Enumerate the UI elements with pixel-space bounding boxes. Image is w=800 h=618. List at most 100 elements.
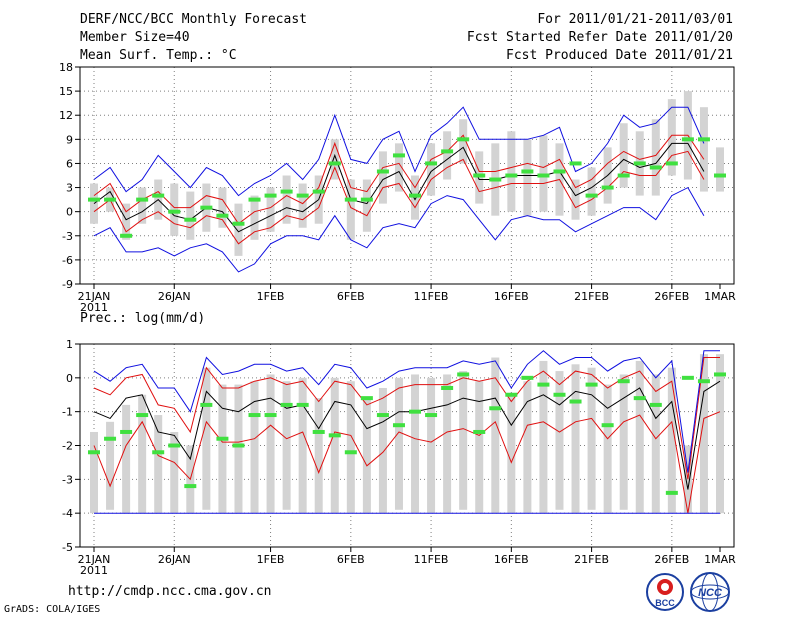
prec-series-upper-outer — [93, 350, 720, 473]
temp-box — [90, 183, 98, 224]
prec-box — [298, 377, 307, 514]
temp-box — [346, 179, 355, 240]
prec-observed-marker — [344, 450, 357, 455]
temp-observed-marker — [376, 169, 389, 174]
prec-observed-marker — [312, 429, 325, 434]
prec-series-upper-inner — [93, 357, 720, 480]
prec-xtick-label: 21FEB — [574, 553, 609, 566]
prec-observed-marker — [489, 406, 502, 411]
prec-ytick-label: 0 — [66, 372, 73, 385]
prec-observed-marker — [216, 436, 229, 441]
temp-box — [218, 187, 227, 228]
temp-observed-marker — [328, 161, 341, 166]
temp-ytick-label: -3 — [62, 230, 73, 243]
prec-observed-marker — [360, 396, 373, 401]
prec-box — [250, 381, 259, 514]
chart-title: DERF/NCC/BCC Monthly Forecast — [80, 12, 307, 27]
temp-observed-marker — [344, 197, 357, 202]
temp-box — [138, 187, 147, 224]
temp-box — [699, 107, 708, 192]
prec-xtick-label: 11FEB — [414, 553, 449, 566]
prec-observed-marker — [392, 423, 405, 428]
temp-observed-marker — [425, 161, 438, 166]
temp-xtick-label: 1FEB — [257, 290, 285, 303]
prec-observed-marker — [505, 392, 518, 397]
temp-box — [250, 195, 259, 240]
prec-box — [571, 364, 580, 514]
temp-ytick-label: 6 — [66, 157, 73, 170]
temp-series-lower-inner — [93, 150, 705, 245]
temp-xtick-label: 21JAN — [78, 290, 111, 303]
prec-observed-marker — [697, 379, 710, 384]
temp-observed-marker — [714, 173, 726, 178]
temp-box — [459, 119, 468, 164]
temp-box — [651, 119, 660, 196]
bcc-logo: BCC — [646, 573, 684, 611]
prec-xtick-label: 6FEB — [337, 553, 365, 566]
temp-observed-marker — [489, 177, 502, 182]
precip-panel-title: Prec.: log(mm/d) — [80, 311, 206, 326]
bcc-logo-text: BCC — [655, 598, 675, 608]
prec-series-lower-inner — [93, 411, 721, 514]
prec-box — [667, 367, 676, 514]
temp-observed-marker — [184, 217, 197, 222]
temp-observed-marker — [392, 153, 405, 158]
temp-ytick-label: 9 — [66, 133, 73, 146]
temp-box — [378, 151, 387, 204]
prec-observed-marker — [441, 385, 454, 390]
prec-box — [234, 384, 243, 514]
temp-observed-marker — [649, 165, 662, 170]
temp-observed-marker — [553, 169, 566, 174]
prec-box — [346, 381, 355, 514]
source-url[interactable]: http://cmdp.ncc.cma.gov.cn — [68, 584, 272, 599]
prec-observed-marker — [681, 375, 694, 380]
member-size-label: Member Size=40 — [80, 30, 190, 45]
temp-observed-marker — [264, 193, 277, 198]
prec-xtick-label: 21JAN — [78, 553, 111, 566]
prec-box — [314, 398, 323, 514]
temp-ytick-label: 3 — [66, 182, 73, 195]
prec-box — [202, 367, 211, 510]
temp-ytick-label: 18 — [59, 61, 73, 74]
temp-ytick-label: -9 — [62, 278, 73, 291]
prec-xtick-label: 1MAR — [704, 553, 736, 566]
temp-observed-marker — [617, 173, 630, 178]
prec-box — [651, 374, 660, 514]
temp-xtick-label: 1MAR — [704, 290, 736, 303]
prec-xtick-label: 16FEB — [494, 553, 529, 566]
prec-observed-marker — [104, 436, 117, 441]
temp-observed-marker — [200, 205, 213, 210]
temp-xtick-label: 26FEB — [654, 290, 689, 303]
temp-observed-marker — [457, 137, 470, 142]
prec-observed-marker — [714, 372, 726, 377]
prec-observed-marker — [585, 382, 598, 387]
prec-box — [427, 377, 436, 514]
prec-observed-marker — [296, 402, 309, 407]
prec-observed-marker — [633, 396, 646, 401]
prec-ytick-label: -4 — [62, 507, 73, 520]
prec-observed-marker — [88, 450, 100, 455]
prec-observed-marker — [264, 413, 277, 418]
prec-box — [218, 384, 227, 514]
temp-box — [619, 123, 628, 188]
temp-box — [587, 167, 596, 216]
temp-observed-marker — [360, 197, 373, 202]
temp-observed-marker — [441, 149, 454, 154]
prec-box — [411, 374, 420, 514]
temp-observed-marker — [248, 197, 261, 202]
ncc-logo-text: NCC — [698, 587, 723, 599]
temp-box — [362, 179, 371, 232]
grads-credit: GrADS: COLA/IGES — [4, 604, 101, 615]
temp-box — [411, 175, 420, 220]
temp-observed-marker — [505, 173, 518, 178]
temp-observed-marker — [312, 189, 325, 194]
prec-observed-marker — [120, 429, 133, 434]
prec-observed-marker — [200, 402, 213, 407]
temp-box — [282, 175, 291, 224]
variable-label: Mean Surf. Temp.: °C — [80, 48, 237, 63]
temp-observed-marker — [537, 173, 550, 178]
temp-frame — [79, 66, 735, 285]
temp-observed-marker — [585, 193, 598, 198]
prec-box — [90, 431, 98, 514]
